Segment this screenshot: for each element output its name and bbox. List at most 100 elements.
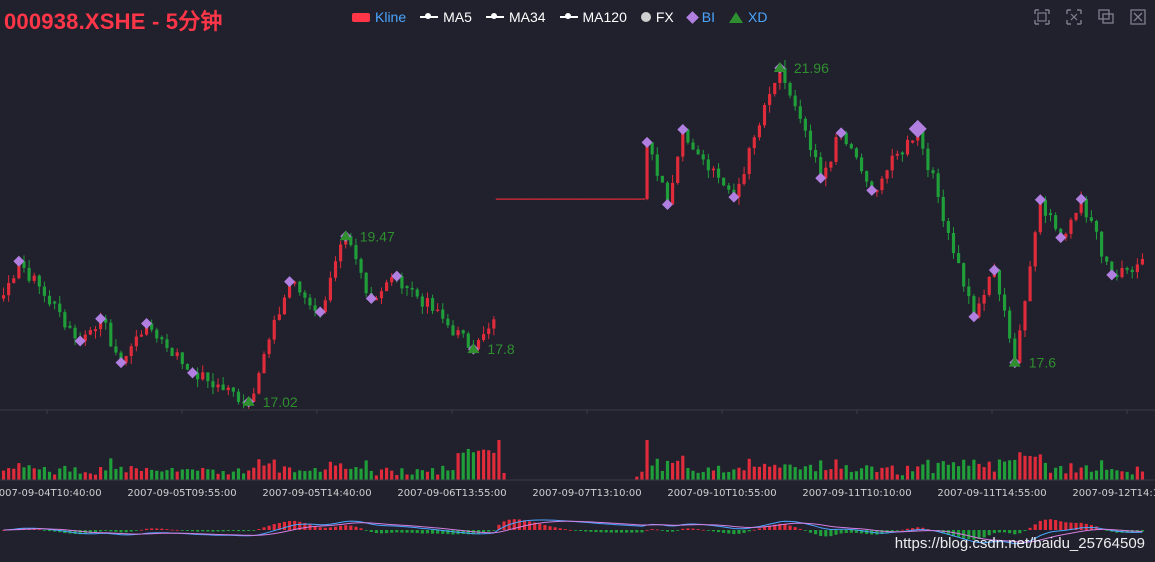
kline-candle (778, 67, 782, 83)
legend-item-xd[interactable]: XD (729, 9, 767, 25)
kline-candle (722, 177, 726, 186)
macd-histogram-bar (144, 528, 149, 530)
kline-candle (686, 129, 690, 143)
volume-bar (308, 470, 312, 480)
bi-marker (677, 123, 689, 135)
kline-candle (221, 384, 225, 391)
kline-candle (1054, 215, 1058, 229)
volume-bar (83, 472, 87, 480)
macd-histogram-bar (859, 530, 864, 534)
volume-bar (686, 467, 690, 480)
x-axis-label: 2007-09-07T13:10:00 (532, 488, 641, 499)
kline-candle (323, 300, 327, 312)
volume-bar (946, 464, 950, 480)
volume-bar (68, 471, 72, 480)
legend-label: MA120 (582, 9, 627, 25)
volume-bar (170, 467, 174, 480)
kline-candle (1043, 199, 1047, 216)
volume-bar (849, 471, 853, 480)
macd-histogram-bar (180, 530, 184, 531)
macd-histogram-bar (262, 527, 266, 530)
save-icon[interactable] (1129, 8, 1147, 26)
zoom-icon[interactable] (1033, 8, 1051, 26)
volume-bar (962, 459, 966, 480)
macd-histogram-bar (1064, 522, 1068, 530)
bi-marker (391, 270, 403, 282)
kline-candle (492, 319, 496, 329)
volume-bar (783, 464, 787, 480)
macd-histogram-bar (788, 525, 792, 530)
volume-bar (967, 465, 971, 480)
macd-histogram-bar (211, 530, 215, 532)
volume-bar (88, 473, 92, 480)
restore-icon[interactable] (1097, 8, 1115, 26)
kline-candle (385, 282, 389, 292)
kline-candle (1120, 267, 1124, 278)
macd-histogram-bar (757, 528, 761, 530)
macd-histogram-bar (349, 525, 353, 530)
volume-bar (150, 469, 154, 480)
legend-item-fx[interactable]: FX (640, 9, 674, 25)
macd-histogram-bar (762, 526, 767, 530)
volume-bar (711, 470, 716, 480)
zoom-reset-icon[interactable] (1065, 8, 1083, 26)
volume-bar (318, 471, 322, 480)
macd-histogram-bar (109, 530, 113, 532)
macd-histogram-bar (385, 530, 389, 534)
kline-candle (216, 384, 220, 388)
kline-candle (339, 244, 343, 262)
macd-histogram-bar (436, 530, 440, 534)
volume-bar (1074, 472, 1078, 480)
kline-candle (303, 292, 307, 298)
legend-item-ma34[interactable]: MA34 (485, 9, 546, 25)
macd-histogram-bar (844, 530, 848, 534)
legend-label: MA5 (443, 9, 472, 25)
volume-bar (144, 467, 149, 480)
volume-bar (99, 466, 103, 480)
macd-histogram-bar (619, 530, 624, 533)
macd-histogram-bar (512, 519, 516, 530)
volume-bar (185, 469, 189, 480)
volume-bar (834, 459, 838, 480)
legend-swatch-bi (685, 10, 699, 24)
volume-bar (63, 465, 67, 480)
kline-candle (379, 291, 384, 299)
volume-bar (645, 440, 649, 480)
kline-candle (977, 303, 981, 317)
volume-bar (124, 472, 128, 480)
volume-bar (742, 470, 746, 480)
kline-candle (129, 346, 133, 357)
volume-bar (885, 467, 889, 480)
kline-candle (895, 153, 899, 156)
legend-item-bi[interactable]: BI (685, 9, 715, 25)
macd-histogram-bar (905, 528, 910, 530)
kline-candle (410, 287, 414, 290)
macd-histogram-bar (277, 522, 281, 530)
macd-histogram-bar (226, 530, 230, 532)
bi-marker (1075, 193, 1087, 205)
volume-bar (640, 471, 644, 480)
macd-histogram-bar (967, 530, 971, 540)
legend-item-ma120[interactable]: MA120 (559, 9, 627, 25)
bi-marker (187, 367, 199, 379)
macd-histogram-bar (849, 530, 853, 533)
kline-candle (63, 312, 67, 328)
macd-histogram-bar (134, 530, 138, 531)
volume-bar (701, 472, 705, 480)
bi-marker (115, 357, 127, 369)
macd-histogram-bar (890, 530, 894, 532)
volume-bar (298, 470, 302, 480)
kline-candle (752, 137, 756, 149)
kline-candle (1140, 258, 1145, 265)
macd-histogram-bar (313, 526, 317, 530)
kline-candle (681, 129, 685, 157)
legend-swatch-kline (352, 12, 370, 22)
macd-histogram-bar (129, 530, 133, 532)
kline-candle (788, 83, 792, 96)
legend-item-ma5[interactable]: MA5 (420, 9, 472, 25)
legend-item-kline[interactable]: Kline (352, 9, 406, 25)
kline-candle (206, 372, 210, 382)
macd-histogram-bar (528, 521, 532, 530)
kline-candle (737, 183, 741, 198)
